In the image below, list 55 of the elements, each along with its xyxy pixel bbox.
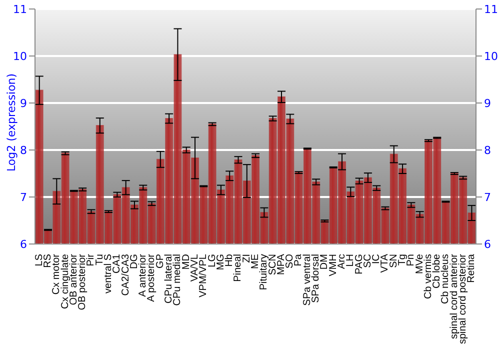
x-tick-label: Pir [86,253,97,266]
x-tick-label: MVe [414,254,426,274]
y-axis-title: Log2 (expression) [4,73,18,172]
x-tick-label: Pn [406,254,417,266]
x-tick-label: DM [319,254,330,270]
y2-tick-label: 8 [484,144,491,157]
x-tick-label: SN [388,254,400,268]
x-tick-label: Arc [336,254,348,269]
x-tick-label: spinal cord posterior [458,253,469,344]
x-tick-label: Cx cingulate [60,254,71,310]
x-tick-label: VTA [380,254,391,273]
y2-tick-label: 10 [484,50,498,63]
x-tick-label: OB posterior [77,253,88,310]
x-tick-label: Tu [94,254,106,266]
x-tick-label: Pineal [232,254,244,282]
x-tick-label: LS [34,254,45,266]
x-tick-label: RS [42,254,54,268]
x-tick-label: LH [345,254,356,267]
y-tick-label: 7 [20,190,27,204]
x-tick-label: VMH [328,254,339,276]
x-tick-label: Tg [397,254,408,266]
y2-tick-label: 9 [484,96,491,110]
x-tick-label: CA1 [112,254,123,274]
y2-tick-label: 7 [484,190,491,204]
x-tick-label: Pa [293,254,304,266]
x-tick-label: ME [250,254,261,269]
x-tick-label: Cb vermis [422,254,434,300]
x-tick-label: SPa ventral [302,254,313,306]
y2-tick-label: 11 [484,2,498,16]
x-tick-label: DG [128,254,140,269]
x-tick-label: PAG [354,254,365,274]
y2-tick-label: 6 [484,238,491,251]
x-tick-label: VPM/VPL [198,254,210,298]
x-tick-label: OB anterior [68,253,80,306]
y-tick-label: 11 [13,2,27,16]
x-tick-label: spinal cord anterior [448,253,460,340]
y-tick-label: 8 [20,144,27,157]
x-tick-label: SCN [267,254,278,276]
y-tick-label: 10 [13,50,27,63]
x-tick-label: CA2/CA3 [120,254,132,296]
y-tick-label: 6 [20,238,27,251]
x-tick-label: MPA [276,254,287,275]
x-tick-label: CPu medial [172,254,184,306]
x-tick-label: SC [362,254,374,268]
x-tick-label: Cb nucleus [440,254,452,304]
x-tick-label: A posterior [146,253,158,302]
x-tick-label: ventral S [103,254,114,294]
x-tick-label: Pituitary [258,254,270,290]
x-tick-label: LG [206,254,218,268]
x-tick-label: GP [154,254,166,268]
x-tick-label: Retina [466,254,478,283]
x-tick-label: ZI [241,254,252,263]
x-tick-label: MG [215,254,226,270]
y-tick-label: 9 [20,96,27,110]
x-tick-label: VA/VL [189,254,200,282]
